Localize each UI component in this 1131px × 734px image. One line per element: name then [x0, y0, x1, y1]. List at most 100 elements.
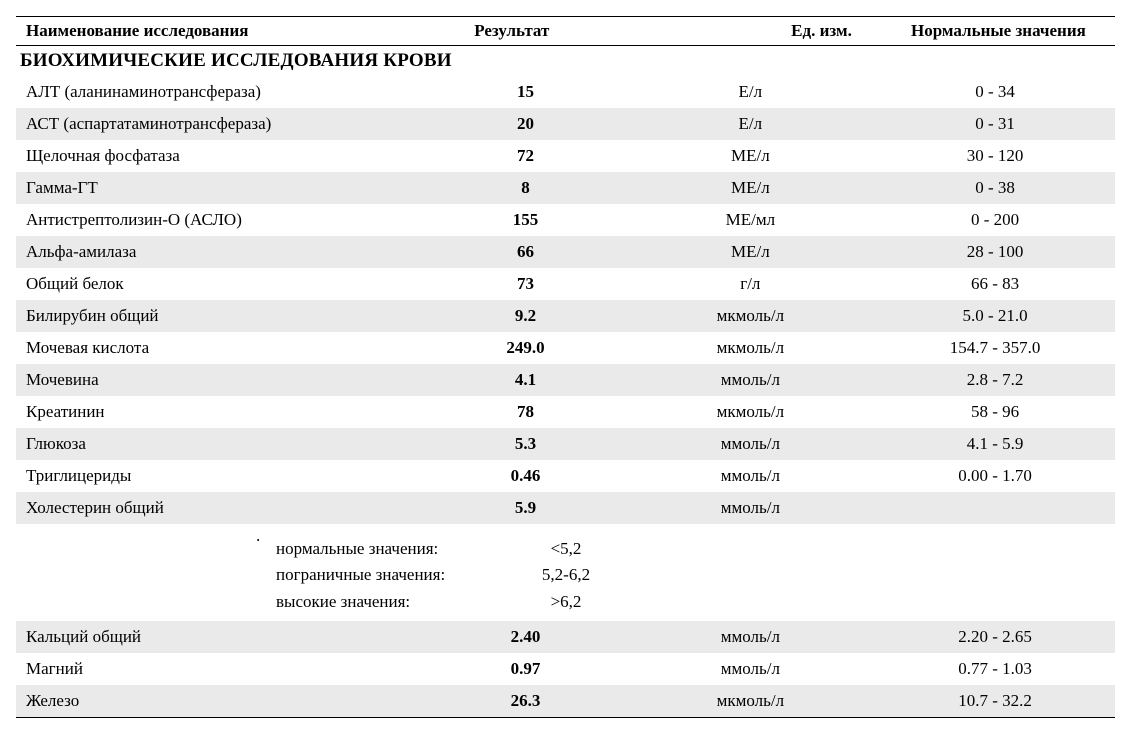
cell-result: 15 [426, 82, 626, 102]
table-row: Железо26.3мкмоль/л10.7 - 32.2 [16, 685, 1115, 717]
cell-result: 5.9 [426, 498, 626, 518]
cell-result: 0.97 [426, 659, 626, 679]
cell-name: Триглицериды [16, 466, 426, 486]
cell-unit: ммоль/л [625, 434, 875, 454]
cell-range: 58 - 96 [875, 402, 1115, 422]
cell-unit: ммоль/л [625, 498, 875, 518]
note-line: нормальные значения:<5,2 [16, 536, 1115, 562]
note-value: 5,2-6,2 [506, 562, 626, 588]
table-row: Альфа-амилаза66МЕ/л28 - 100 [16, 236, 1115, 268]
cell-unit: мкмоль/л [625, 338, 875, 358]
cell-result: 20 [426, 114, 626, 134]
cell-name: Магний [16, 659, 426, 679]
cell-name: Железо [16, 691, 426, 711]
cell-unit: Е/л [625, 114, 875, 134]
table-row: Креатинин78мкмоль/л58 - 96 [16, 396, 1115, 428]
table-row: Щелочная фосфатаза72МЕ/л30 - 120 [16, 140, 1115, 172]
cell-unit: мкмоль/л [625, 306, 875, 326]
table-row: Мочевина4.1ммоль/л2.8 - 7.2 [16, 364, 1115, 396]
cell-name: Креатинин [16, 402, 426, 422]
note-value: <5,2 [506, 536, 626, 562]
cell-result: 5.3 [426, 434, 626, 454]
cell-range: 30 - 120 [875, 146, 1115, 166]
note-value: >6,2 [506, 589, 626, 615]
section-title: БИОХИМИЧЕСКИЕ ИССЛЕДОВАНИЯ КРОВИ [16, 46, 1115, 76]
cell-range: 4.1 - 5.9 [875, 434, 1115, 454]
rows-main: АЛТ (аланинаминотрансфераза)15Е/л0 - 34А… [16, 76, 1115, 524]
cell-unit: мкмоль/л [625, 691, 875, 711]
cell-range: 10.7 - 32.2 [875, 691, 1115, 711]
cell-result: 249.0 [426, 338, 626, 358]
table-row: Общий белок73г/л66 - 83 [16, 268, 1115, 300]
table-header-row: Наименование исследования Результат Ед. … [16, 17, 1115, 46]
cell-range: 0.77 - 1.03 [875, 659, 1115, 679]
cell-range: 0.00 - 1.70 [875, 466, 1115, 486]
cell-range: 154.7 - 357.0 [875, 338, 1115, 358]
note-label: пограничные значения: [276, 562, 506, 588]
cell-name: Антистрептолизин-О (АСЛО) [16, 210, 426, 230]
cell-name: Кальций общий [16, 627, 426, 647]
header-unit: Ед. изм. [609, 21, 882, 41]
header-result: Результат [415, 21, 609, 41]
cell-range: 2.20 - 2.65 [875, 627, 1115, 647]
cell-name: Альфа-амилаза [16, 242, 426, 262]
dot-marker: . [16, 526, 1115, 536]
rows-after: Кальций общий2.40ммоль/л2.20 - 2.65Магни… [16, 621, 1115, 717]
cell-range: 0 - 200 [875, 210, 1115, 230]
cell-unit: МЕ/мл [625, 210, 875, 230]
table-row: АСТ (аспартатаминотрансфераза)20Е/л0 - 3… [16, 108, 1115, 140]
table-row: Антистрептолизин-О (АСЛО)155МЕ/мл0 - 200 [16, 204, 1115, 236]
cell-range: 0 - 31 [875, 114, 1115, 134]
cholesterol-notes: . нормальные значения:<5,2пограничные зн… [16, 524, 1115, 621]
cell-unit: МЕ/л [625, 178, 875, 198]
table-row: Гамма-ГТ8МЕ/л0 - 38 [16, 172, 1115, 204]
table-row: АЛТ (аланинаминотрансфераза)15Е/л0 - 34 [16, 76, 1115, 108]
cell-unit: ммоль/л [625, 659, 875, 679]
cell-range: 0 - 34 [875, 82, 1115, 102]
cell-name: АЛТ (аланинаминотрансфераза) [16, 82, 426, 102]
cell-name: Мочевина [16, 370, 426, 390]
cell-unit: ммоль/л [625, 370, 875, 390]
table-row: Билирубин общий9.2мкмоль/л5.0 - 21.0 [16, 300, 1115, 332]
cell-result: 2.40 [426, 627, 626, 647]
cell-result: 9.2 [426, 306, 626, 326]
cell-result: 8 [426, 178, 626, 198]
cell-range: 66 - 83 [875, 274, 1115, 294]
note-line: высокие значения:>6,2 [16, 589, 1115, 615]
header-range: Нормальные значения [882, 21, 1115, 41]
cell-unit: г/л [625, 274, 875, 294]
cell-result: 26.3 [426, 691, 626, 711]
cell-range: 2.8 - 7.2 [875, 370, 1115, 390]
cell-result: 66 [426, 242, 626, 262]
cell-result: 72 [426, 146, 626, 166]
cell-unit: ммоль/л [625, 627, 875, 647]
note-label: нормальные значения: [276, 536, 506, 562]
cell-name: Общий белок [16, 274, 426, 294]
cell-unit: Е/л [625, 82, 875, 102]
cell-result: 78 [426, 402, 626, 422]
note-label: высокие значения: [276, 589, 506, 615]
cell-name: АСТ (аспартатаминотрансфераза) [16, 114, 426, 134]
cell-result: 73 [426, 274, 626, 294]
cell-result: 0.46 [426, 466, 626, 486]
cell-result: 4.1 [426, 370, 626, 390]
cell-range: 0 - 38 [875, 178, 1115, 198]
cell-name: Билирубин общий [16, 306, 426, 326]
table-row: Мочевая кислота249.0мкмоль/л154.7 - 357.… [16, 332, 1115, 364]
cell-name: Мочевая кислота [16, 338, 426, 358]
cell-unit: МЕ/л [625, 146, 875, 166]
cell-unit: мкмоль/л [625, 402, 875, 422]
table-row: Магний0.97ммоль/л0.77 - 1.03 [16, 653, 1115, 685]
table-row: Триглицериды0.46ммоль/л0.00 - 1.70 [16, 460, 1115, 492]
table-row: Холестерин общий5.9ммоль/л [16, 492, 1115, 524]
cell-name: Гамма-ГТ [16, 178, 426, 198]
cell-unit: МЕ/л [625, 242, 875, 262]
table-row: Глюкоза5.3ммоль/л4.1 - 5.9 [16, 428, 1115, 460]
cell-range: 5.0 - 21.0 [875, 306, 1115, 326]
cell-name: Щелочная фосфатаза [16, 146, 426, 166]
note-line: пограничные значения:5,2-6,2 [16, 562, 1115, 588]
cell-name: Холестерин общий [16, 498, 426, 518]
table-row: Кальций общий2.40ммоль/л2.20 - 2.65 [16, 621, 1115, 653]
header-name: Наименование исследования [16, 21, 415, 41]
cell-result: 155 [426, 210, 626, 230]
